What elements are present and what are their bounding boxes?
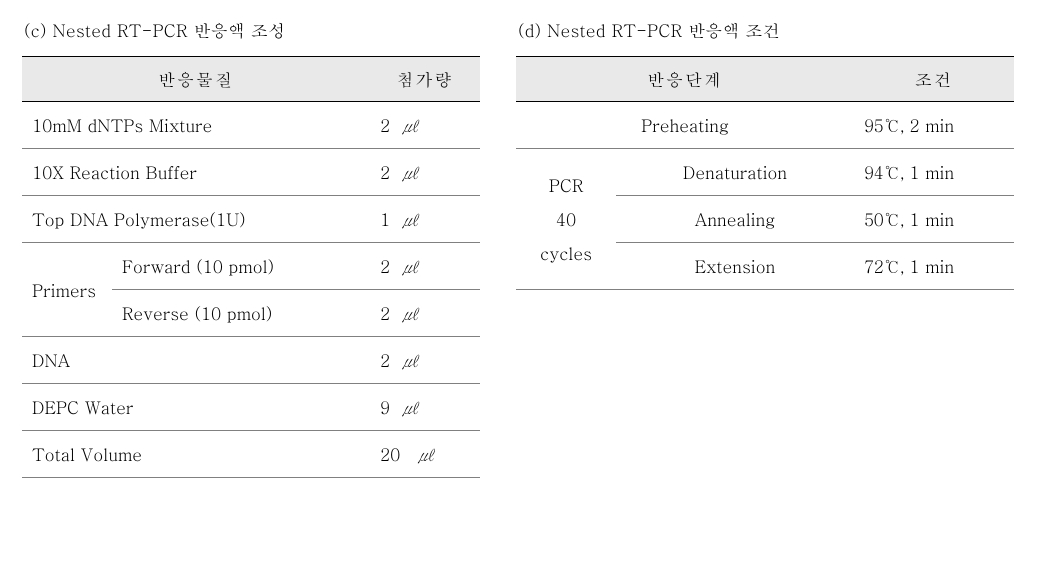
table-row: Primers Forward (10 pmol) 2 ㎕ bbox=[22, 243, 480, 290]
cond-temp: 94℃, bbox=[864, 160, 909, 184]
panel-d-title: (d) Nested RT-PCR 반응액 조건 bbox=[518, 18, 1014, 42]
amount-unit: ㎕ bbox=[401, 395, 418, 419]
cell-amount: 2 ㎕ bbox=[370, 290, 480, 337]
amount-unit: ㎕ bbox=[401, 301, 418, 325]
cell-stage: Denaturation bbox=[616, 149, 854, 196]
cell-condition: 50℃, 1 min bbox=[854, 196, 1014, 243]
table-header-row: 반응단계 조건 bbox=[516, 57, 1014, 102]
cell-material: DNA bbox=[22, 337, 370, 384]
cond-rest: 2 min bbox=[909, 113, 954, 137]
cond-rest: 1 min bbox=[909, 254, 954, 278]
table-row: Top DNA Polymerase(1U) 1 ㎕ bbox=[22, 196, 480, 243]
amount-value: 2 bbox=[380, 254, 390, 278]
panel-composition: (c) Nested RT-PCR 반응액 조성 반응물질 첨가량 10mM d… bbox=[22, 18, 480, 478]
table-row: Total Volume 20 ㎕ bbox=[22, 431, 480, 478]
cell-amount: 2 ㎕ bbox=[370, 337, 480, 384]
table-row: 10X Reaction Buffer 2 ㎕ bbox=[22, 149, 480, 196]
cell-amount: 9 ㎕ bbox=[370, 384, 480, 431]
amount-value: 1 bbox=[380, 207, 390, 231]
cell-stage: Preheating bbox=[516, 102, 854, 149]
cell-amount: 20 ㎕ bbox=[370, 431, 480, 478]
cell-condition: 72℃, 1 min bbox=[854, 243, 1014, 290]
panel-conditions: (d) Nested RT-PCR 반응액 조건 반응단계 조건 Preheat… bbox=[516, 18, 1014, 290]
cycles-l2: 40 bbox=[556, 207, 576, 231]
cell-material: Total Volume bbox=[22, 431, 370, 478]
cell-amount: 2 ㎕ bbox=[370, 243, 480, 290]
conditions-table: 반응단계 조건 Preheating 95℃, 2 min PCR 40 cyc… bbox=[516, 56, 1014, 290]
amount-unit: ㎕ bbox=[401, 254, 418, 278]
cell-cycles-group: PCR 40 cycles bbox=[516, 149, 616, 290]
cell-material: 10X Reaction Buffer bbox=[22, 149, 370, 196]
table-row: 10mM dNTPs Mixture 2 ㎕ bbox=[22, 102, 480, 149]
cond-temp: 72℃, bbox=[864, 254, 909, 278]
amount-unit: ㎕ bbox=[401, 348, 418, 372]
amount-value: 2 bbox=[380, 301, 390, 325]
cell-stage: Annealing bbox=[616, 196, 854, 243]
cell-condition: 94℃, 1 min bbox=[854, 149, 1014, 196]
amount-unit: ㎕ bbox=[401, 113, 418, 137]
cell-condition: 95℃, 2 min bbox=[854, 102, 1014, 149]
col-amount: 첨가량 bbox=[370, 57, 480, 102]
cell-primers-group: Primers bbox=[22, 243, 112, 337]
cond-temp: 50℃, bbox=[864, 207, 909, 231]
table-row: PCR 40 cycles Denaturation 94℃, 1 min bbox=[516, 149, 1014, 196]
panel-c-title: (c) Nested RT-PCR 반응액 조성 bbox=[24, 18, 480, 42]
composition-table: 반응물질 첨가량 10mM dNTPs Mixture 2 ㎕ 10X Reac… bbox=[22, 56, 480, 478]
cell-amount: 1 ㎕ bbox=[370, 196, 480, 243]
cell-material: Forward (10 pmol) bbox=[112, 243, 370, 290]
col-condition: 조건 bbox=[854, 57, 1014, 102]
cell-amount: 2 ㎕ bbox=[370, 102, 480, 149]
col-material: 반응물질 bbox=[22, 57, 370, 102]
amount-unit: ㎕ bbox=[417, 442, 434, 466]
cell-material: 10mM dNTPs Mixture bbox=[22, 102, 370, 149]
amount-value: 9 bbox=[380, 395, 390, 419]
cell-material: Reverse (10 pmol) bbox=[112, 290, 370, 337]
col-stage: 반응단계 bbox=[516, 57, 854, 102]
page-wrap: (c) Nested RT-PCR 반응액 조성 반응물질 첨가량 10mM d… bbox=[22, 18, 1018, 478]
cycles-l1: PCR bbox=[549, 173, 584, 197]
cond-rest: 1 min bbox=[909, 207, 954, 231]
table-header-row: 반응물질 첨가량 bbox=[22, 57, 480, 102]
amount-value: 20 bbox=[380, 442, 400, 466]
cell-material: DEPC Water bbox=[22, 384, 370, 431]
amount-value: 2 bbox=[380, 113, 390, 137]
table-row: Preheating 95℃, 2 min bbox=[516, 102, 1014, 149]
cell-amount: 2 ㎕ bbox=[370, 149, 480, 196]
amount-value: 2 bbox=[380, 348, 390, 372]
amount-unit: ㎕ bbox=[401, 160, 418, 184]
amount-unit: ㎕ bbox=[401, 207, 418, 231]
cond-temp: 95℃, bbox=[864, 113, 909, 137]
cell-stage: Extension bbox=[616, 243, 854, 290]
table-row: DEPC Water 9 ㎕ bbox=[22, 384, 480, 431]
cond-rest: 1 min bbox=[909, 160, 954, 184]
amount-value: 2 bbox=[380, 160, 390, 184]
table-row: DNA 2 ㎕ bbox=[22, 337, 480, 384]
cell-material: Top DNA Polymerase(1U) bbox=[22, 196, 370, 243]
cycles-l3: cycles bbox=[540, 241, 592, 265]
